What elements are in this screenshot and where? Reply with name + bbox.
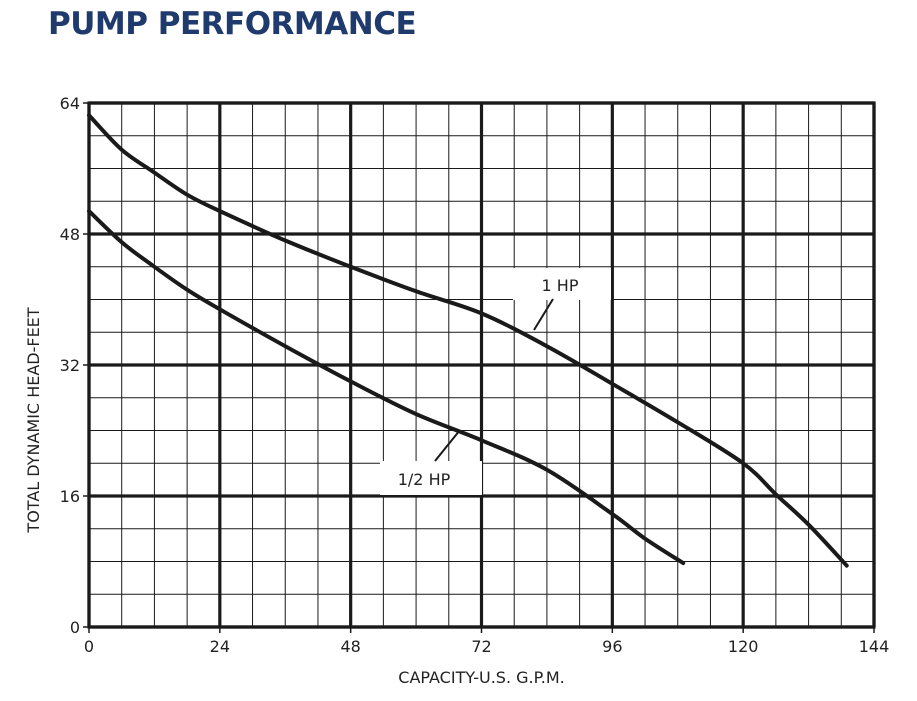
tick-labels: 0 24 48 72 96 120 144 0 16 32 48 64 <box>60 94 890 656</box>
y-tick-label: 0 <box>70 618 80 637</box>
label-box-1-2-hp <box>380 461 482 495</box>
x-tick-label: 120 <box>728 637 759 656</box>
x-tick-label: 48 <box>340 637 360 656</box>
grid <box>87 101 876 629</box>
y-tick-label: 32 <box>60 356 80 375</box>
label-box-1-hp <box>513 268 611 300</box>
y-tick-label: 16 <box>60 487 80 506</box>
y-tick-label: 48 <box>60 225 80 244</box>
x-tick-label: 96 <box>602 637 622 656</box>
x-tick-label: 0 <box>84 637 94 656</box>
x-tick-label: 144 <box>859 637 890 656</box>
series-line-1-hp <box>87 113 849 568</box>
y-tick-label: 64 <box>60 94 80 113</box>
series-line-1-2-hp <box>87 209 686 566</box>
x-tick-label: 24 <box>210 637 230 656</box>
series-label-1-hp: 1 HP <box>542 276 579 295</box>
page-title: PUMP PERFORMANCE <box>48 6 417 42</box>
leader-line-1-2-hp <box>434 429 461 462</box>
x-tick-label: 72 <box>471 637 491 656</box>
y-axis-label: TOTAL DYNAMIC HEAD-FEET <box>24 307 43 533</box>
series <box>87 113 849 568</box>
series-label-1-2-hp: 1/2 HP <box>398 470 451 489</box>
leader-line-1-hp <box>533 298 554 331</box>
curve-labels: 1 HP 1/2 HP <box>380 268 611 495</box>
x-axis-label: CAPACITY-U.S. G.P.M. <box>398 668 564 687</box>
